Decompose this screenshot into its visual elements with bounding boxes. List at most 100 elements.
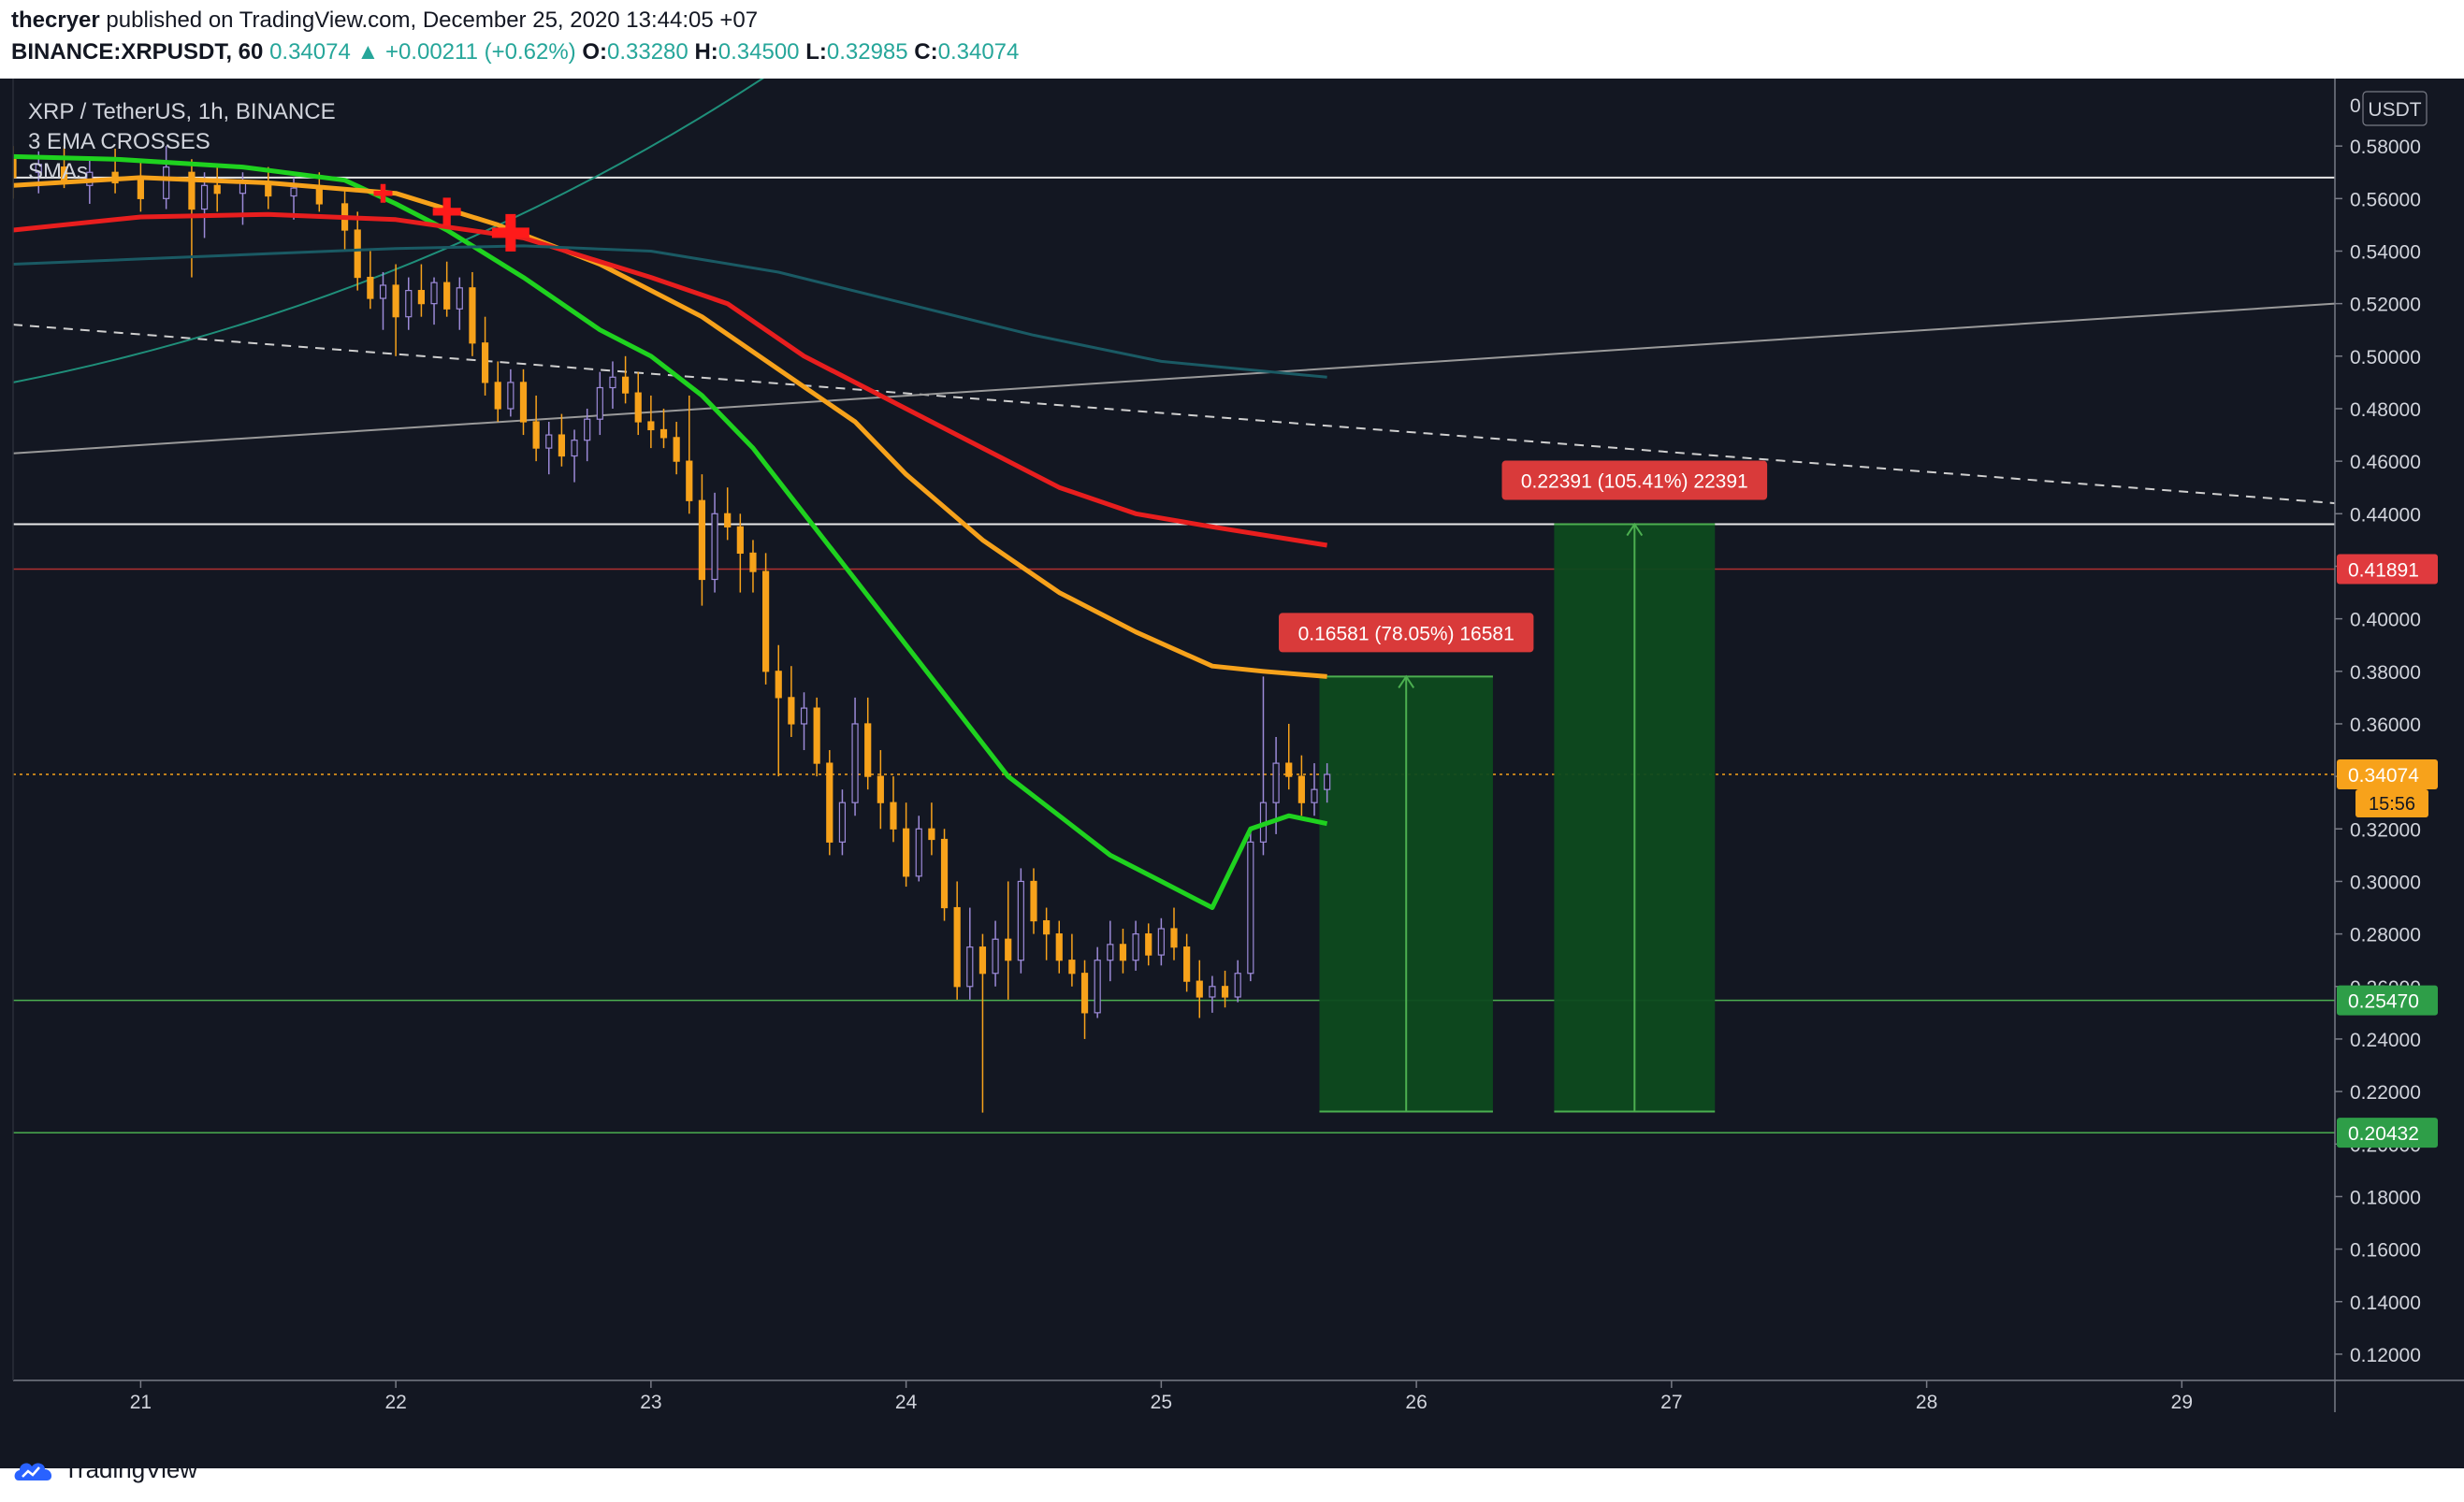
candle-body: [1170, 928, 1178, 948]
candle-body: [1247, 841, 1254, 975]
price-tick-label: 0.38000: [2350, 662, 2421, 684]
measure-arrow-head: [1626, 522, 1644, 537]
chart-header: thecryer published on TradingView.com, D…: [0, 0, 2464, 79]
price-tick-label: 0.28000: [2350, 925, 2421, 946]
price-chart[interactable]: 0.16581 (78.05%) 16581 0.22391 (105.41%) …: [0, 79, 2464, 1468]
candle-body: [826, 762, 833, 843]
indicator-line: [13, 153, 1328, 910]
close-label: C:: [914, 39, 938, 65]
symbol-name: BINANCE:XRPUSDT, 60: [11, 39, 264, 65]
high-value: 0.34500: [717, 39, 800, 65]
time-tick-label: 24: [895, 1392, 918, 1413]
up-arrow-icon: ▲: [356, 39, 380, 65]
candle-body: [188, 171, 196, 210]
indicator-line: [13, 244, 1327, 379]
candle-body: [928, 828, 935, 841]
time-tick-label: 21: [130, 1392, 152, 1413]
measure-label-box: [1501, 460, 1768, 500]
candle-body: [584, 418, 591, 441]
price-tick-label: 0.40000: [2350, 610, 2421, 631]
candle-body: [940, 838, 949, 909]
candle-body: [443, 282, 451, 310]
legend-title[interactable]: XRP / TetherUS, 1h, BINANCE: [28, 99, 336, 124]
measure-label: 0.22391 (105.41%) 22391: [1521, 471, 1748, 493]
candle-body: [673, 437, 680, 462]
trendline-dashed: [13, 324, 2335, 505]
candle-body: [890, 802, 897, 830]
candle-body: [213, 184, 221, 195]
indicator-line: [13, 211, 1327, 548]
candle-body: [1017, 880, 1024, 961]
candle-body: [290, 187, 297, 197]
candle-body: [1157, 928, 1165, 956]
price-marker-badge: [2337, 759, 2438, 790]
candle-body: [35, 164, 42, 173]
candle-body: [724, 513, 732, 527]
candle-body: [749, 552, 757, 572]
candle-body: [953, 906, 961, 988]
candle-body: [137, 180, 144, 199]
candle-body: [1132, 933, 1139, 961]
candle-body: [992, 938, 999, 975]
candle-body: [788, 697, 795, 725]
currency-label: USDT: [2368, 99, 2421, 121]
candle-body: [851, 723, 859, 803]
plot-area: 0.16581 (78.05%) 16581 0.22391 (105.41%) …: [13, 79, 2335, 1134]
candle-body: [903, 828, 910, 877]
candle-body: [634, 392, 642, 423]
candle-body: [1209, 986, 1216, 998]
candle-body: [494, 382, 501, 410]
candle-body: [430, 282, 438, 305]
symbol-line: BINANCE:XRPUSDT, 60 0.34074 ▲ +0.00211 (…: [11, 39, 1019, 65]
author-name[interactable]: thecryer: [11, 7, 100, 33]
ema-cross-marker: [373, 183, 393, 203]
time-tick-label: 22: [384, 1392, 406, 1413]
candle-body: [1196, 980, 1203, 998]
low-label: L:: [805, 39, 827, 65]
candle-body: [813, 707, 820, 764]
candle-body: [711, 513, 718, 581]
price-axis-top-label: 0: [2350, 95, 2361, 117]
countdown-badge: [2355, 789, 2428, 818]
publish-line: thecryer published on TradingView.com, D…: [11, 7, 758, 34]
tradingview-logo[interactable]: TradingView: [13, 1455, 197, 1484]
price-tick-label: 0.16000: [2350, 1240, 2421, 1262]
indicator-line: [13, 175, 1327, 679]
candle-body: [379, 284, 387, 299]
open-value: 0.33280: [607, 39, 688, 65]
low-value: 0.32985: [826, 39, 908, 65]
legend-indicator-sma[interactable]: SMAs: [28, 159, 89, 184]
candle-body: [915, 828, 922, 877]
candle-body: [392, 284, 399, 318]
candle-body: [1043, 919, 1051, 935]
candle-body: [481, 342, 489, 383]
price-marker-label: 0.25470: [2348, 991, 2419, 1013]
trendline: [13, 302, 2335, 455]
candle-body: [877, 775, 884, 803]
price-tick-label: 0.18000: [2350, 1187, 2421, 1208]
candle-body: [13, 158, 17, 179]
price-tick-label: 0.56000: [2350, 189, 2421, 210]
legend-indicator-ema[interactable]: 3 EMA CROSSES: [28, 129, 210, 154]
measure-label: 0.16581 (78.05%) 16581: [1298, 623, 1515, 644]
price-tick-label: 0.24000: [2350, 1030, 2421, 1051]
candle-body: [838, 802, 847, 843]
candle-body: [686, 460, 693, 501]
candle-body: [1297, 775, 1305, 803]
price-tick-label: 0.52000: [2350, 295, 2421, 316]
candle-body: [762, 570, 770, 672]
candle-body: [163, 166, 170, 199]
price-marker-label: 0.34074: [2348, 765, 2419, 787]
measure-arrow-head: [1398, 674, 1415, 688]
price-marker-badge: [2337, 985, 2438, 1016]
candle-body: [1094, 960, 1101, 1014]
price-tick-label: 0.30000: [2350, 872, 2421, 893]
candle-body: [736, 526, 744, 555]
candle-body: [775, 671, 782, 699]
candle-body: [698, 499, 706, 581]
candle-body: [469, 287, 476, 344]
candle-body: [545, 434, 553, 449]
measure-label-box: [1279, 613, 1534, 653]
ema-cross-marker: [491, 213, 529, 252]
candle-body: [647, 421, 655, 431]
